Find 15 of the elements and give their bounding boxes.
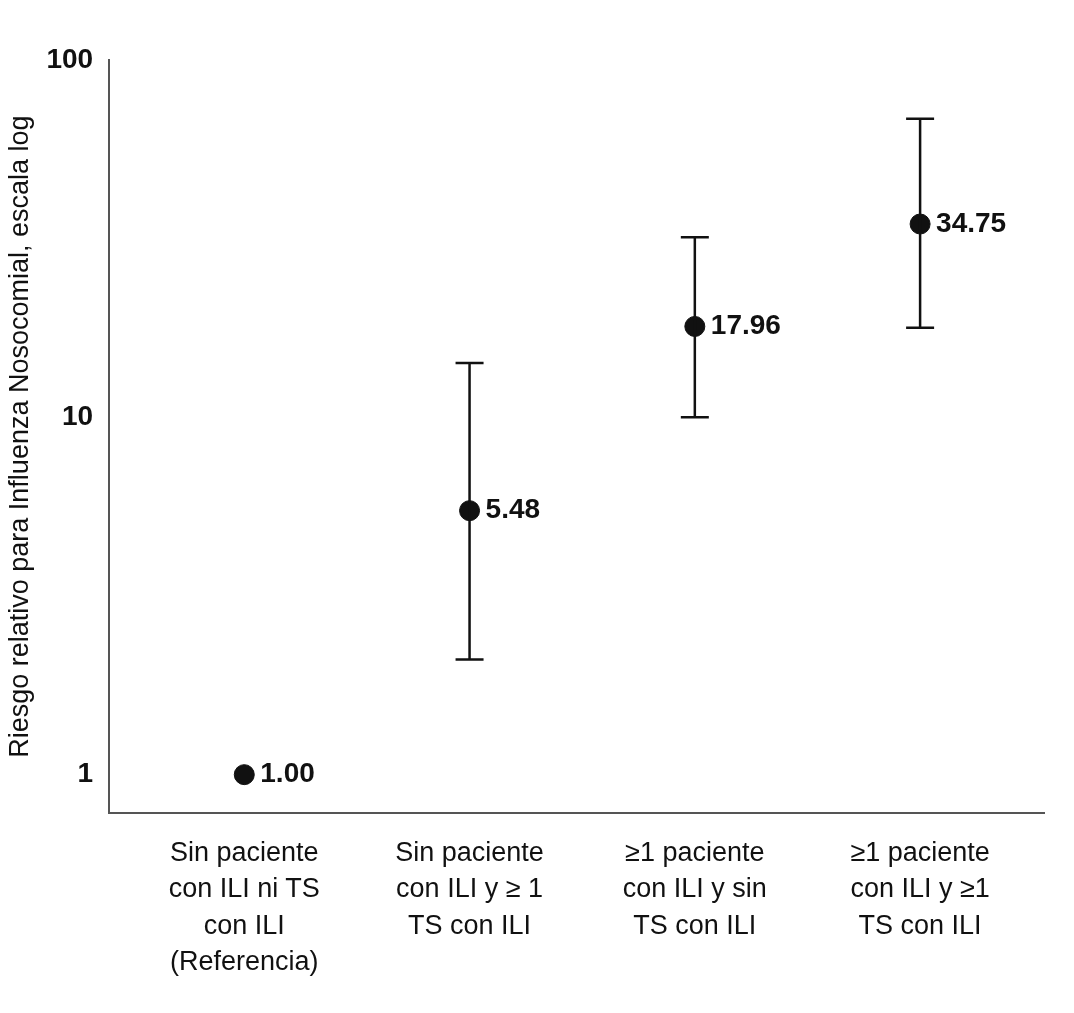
data-label: 34.75 <box>936 206 1007 238</box>
y-axis-title: Riesgo relativo para Influenza Nosocomial, escala log <box>3 115 34 758</box>
data-label: 5.48 <box>485 493 541 525</box>
data-label: 1.00 <box>260 757 315 789</box>
data-label: 17.96 <box>710 309 781 341</box>
point <box>233 764 255 786</box>
x-tick-label: ≥1 paciente con ILI y sin TS con ILI <box>622 836 767 940</box>
x-tick-label: Sin paciente con ILI y ≥ 1 TS con ILI <box>395 836 544 940</box>
x-tick-label: Sin paciente con ILI ni TS con ILI (Referencia) <box>168 836 320 977</box>
point <box>684 315 706 337</box>
point <box>909 213 931 235</box>
y-tick-label: 100 <box>46 42 94 74</box>
y-tick-label: 1 <box>77 757 94 789</box>
y-tick-label: 10 <box>61 400 94 432</box>
x-tick-label: ≥1 paciente con ILI y ≥1 TS con ILI <box>850 836 990 940</box>
